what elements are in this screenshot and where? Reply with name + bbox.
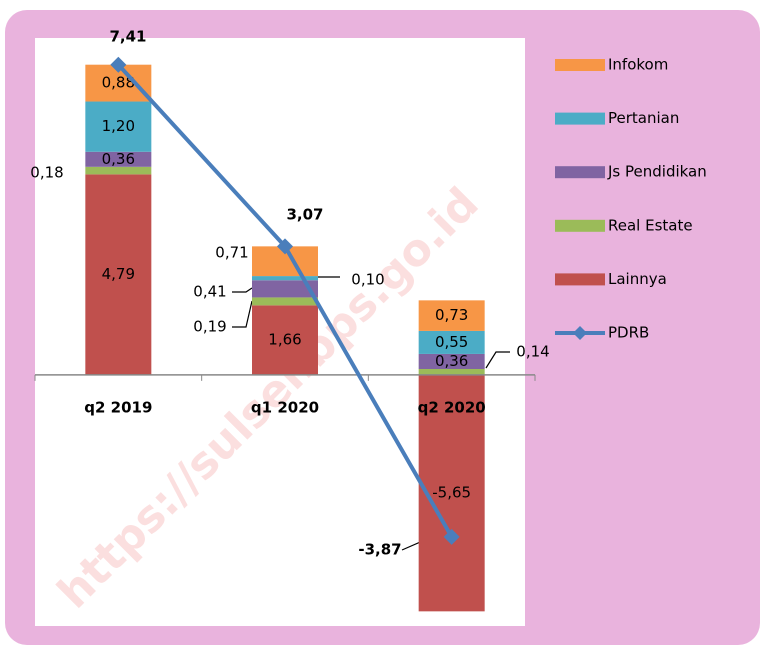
data-label: 0,18 [30, 164, 63, 182]
bar-segment [252, 297, 318, 306]
data-label: 7,41 [109, 28, 146, 46]
bar-segment [252, 305, 318, 375]
data-label: 0,73 [435, 306, 468, 324]
line-marker [277, 238, 293, 255]
x-tick-label: q2 2019 [84, 399, 152, 417]
data-label: 0,36 [102, 150, 135, 168]
bar-segment [418, 368, 485, 375]
bar-segment [418, 300, 485, 331]
data-label: 1,20 [102, 117, 135, 135]
data-label: 4,79 [102, 265, 135, 283]
bar-segment [85, 151, 152, 167]
data-label: 0,14 [516, 343, 549, 361]
line-marker [443, 528, 460, 545]
data-label: -5,65 [432, 484, 471, 502]
legend-swatch [555, 59, 605, 71]
data-label: -3,87 [358, 541, 401, 559]
leader-line [232, 300, 253, 328]
legend-label: Pertanian [608, 109, 679, 127]
bar-segment [252, 280, 318, 298]
legend-label: Lainnya [608, 270, 667, 288]
bar-segment [85, 174, 152, 375]
bar-segment [85, 101, 152, 152]
bar-segment [252, 276, 318, 281]
data-label: 0,10 [351, 271, 384, 289]
leader-line [485, 351, 510, 369]
data-label: 0,88 [102, 74, 135, 92]
legend-swatch [555, 273, 605, 286]
bar-segment [418, 330, 485, 354]
legend-marker [573, 326, 587, 340]
leader-line [232, 287, 253, 293]
legend-label: Infokom [608, 56, 668, 74]
data-label: 1,66 [268, 331, 301, 349]
data-label: 0,41 [193, 283, 226, 301]
bar-segment [418, 353, 485, 369]
legend-swatch [555, 166, 605, 179]
legend-label: Real Estate [608, 216, 693, 234]
legend-label: Js Pendidikan [607, 163, 707, 181]
legend-swatch [555, 112, 605, 125]
legend-swatch [555, 219, 605, 232]
data-label: 0,55 [435, 333, 468, 351]
data-label: 0,71 [215, 244, 248, 262]
data-label: 0,19 [193, 318, 226, 336]
data-label: 3,07 [286, 206, 323, 224]
bar-segment [418, 374, 485, 612]
legend-label: PDRB [608, 324, 649, 342]
x-tick-label: q2 2020 [418, 399, 486, 417]
bar-segment [85, 166, 152, 175]
data-label: 0,36 [435, 352, 468, 370]
x-tick-label: q1 2020 [251, 399, 319, 417]
line-marker [110, 56, 127, 73]
